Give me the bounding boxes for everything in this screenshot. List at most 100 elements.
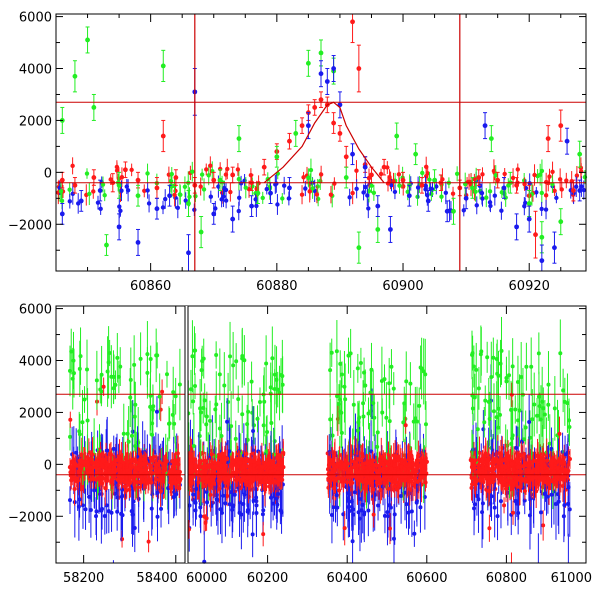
red-data-point [267,458,273,463]
red-data-point [250,476,255,482]
data-point [236,176,242,182]
red-data-point [231,459,236,464]
top-panel-zoom: −2000 0 2000 4000 6000 60860 60880 60900 60920 [8,11,588,294]
top-panel-ticks: −2000 0 2000 4000 6000 60860 60880 60900 60920 [8,11,586,294]
green-data-point [389,364,394,369]
data-point [204,167,209,172]
blue-data-point [68,498,73,503]
red-data-point [312,105,318,110]
data-point [238,181,244,186]
data-point [543,193,549,198]
red-data-point [396,470,401,475]
data-point [281,183,287,188]
blue-data-point [135,240,141,245]
green-data-point [328,417,333,422]
red-data-point [135,177,141,183]
green-data-point [293,131,299,136]
data-point [67,187,72,192]
data-point [199,172,205,177]
data-point [223,198,229,203]
red-data-point [545,136,551,142]
red-data-point [399,457,405,463]
red-data-point [70,460,75,465]
green-data-point [542,412,547,417]
blue-data-point [59,211,65,217]
red-data-point [139,468,144,474]
blue-data-point [444,208,450,214]
green-data-point [198,406,203,411]
green-data-point [128,395,133,400]
green-data-point [421,369,426,374]
top-panel-reference-lines [56,14,586,271]
data-point [429,191,434,197]
data-point [280,196,285,201]
green-data-point [356,420,361,425]
blue-data-point [351,512,356,517]
green-data-point [116,182,122,188]
red-data-point [160,133,166,139]
green-data-point [121,431,126,436]
red-data-point [258,474,263,480]
red-data-point [343,154,349,160]
data-point [450,191,456,196]
red-data-point [196,480,201,485]
green-data-point [268,391,273,396]
green-data-point [155,353,160,358]
red-data-point [244,459,249,464]
blue-data-point [186,250,191,256]
green-data-point [519,375,524,380]
blue-data-point [204,489,209,494]
y-tick-label: 2000 [19,114,52,129]
green-data-point [233,436,238,441]
red-data-point [120,460,125,465]
blue-data-point [385,510,390,515]
green-data-point [167,421,172,426]
green-data-point [274,154,280,160]
blue-data-point [366,508,371,513]
red-data-point [100,459,105,464]
green-data-point [214,402,219,407]
red-data-point [331,120,337,126]
green-data-point [193,383,198,388]
green-data-point [535,413,540,418]
red-data-point [160,389,165,394]
red-data-point [68,417,73,422]
data-point [365,193,370,198]
red-data-point [509,392,514,397]
green-data-point [470,185,475,191]
green-data-point [491,409,496,414]
green-data-point [222,383,227,388]
blue-data-point [425,198,431,204]
green-data-point [250,410,255,415]
green-data-point [355,366,360,371]
red-data-point [340,476,345,481]
data-point [366,206,371,211]
green-data-point [280,374,285,379]
green-data-point [80,420,85,425]
red-data-point [119,478,124,483]
green-data-point [128,377,133,382]
green-data-point [565,401,570,406]
data-point [87,191,92,197]
green-data-point [113,382,118,387]
red-data-point [212,460,217,465]
red-data-point [389,466,394,471]
red-data-point [153,477,159,482]
green-data-point [115,355,120,360]
data-point [515,167,520,172]
red-data-point [358,470,363,475]
green-data-point [164,372,169,377]
blue-data-point [167,193,172,199]
red-data-point [318,97,324,103]
green-data-point [217,177,223,183]
red-data-point [418,463,424,469]
red-data-point [189,480,194,485]
green-data-point [351,402,356,407]
green-data-point [361,401,366,406]
red-data-point [350,19,355,25]
data-point [491,168,497,174]
red-data-point [541,523,546,528]
blue-data-point [391,536,396,541]
data-point [552,188,557,194]
